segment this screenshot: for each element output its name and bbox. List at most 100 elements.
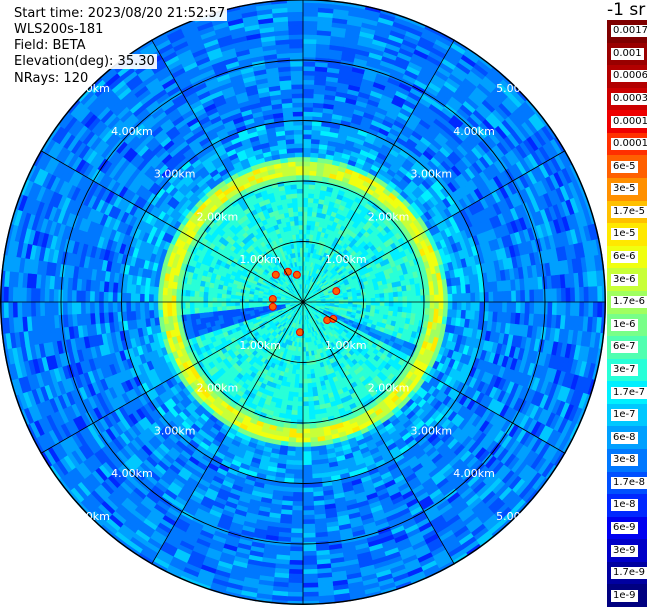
ppi-cell xyxy=(302,392,309,398)
ppi-cell xyxy=(289,546,304,552)
ppi-cell xyxy=(429,308,435,317)
ppi-cell xyxy=(361,298,367,303)
ppi-cell xyxy=(297,401,304,407)
ppi-cell xyxy=(424,301,431,309)
ppi-cell xyxy=(465,292,472,303)
ppi-cell xyxy=(307,211,313,217)
ppi-cell xyxy=(287,587,304,593)
ppi-cell xyxy=(374,293,381,299)
ppi-cell xyxy=(297,396,304,403)
ppi-cell xyxy=(461,301,467,311)
ppi-cell xyxy=(302,591,319,598)
ppi-cell xyxy=(302,124,313,131)
ppi-cell xyxy=(515,290,522,303)
ppi-cell xyxy=(302,215,308,221)
ppi-cell xyxy=(393,296,399,303)
ppi-cell xyxy=(298,383,304,389)
ppi-cell xyxy=(397,306,404,313)
ppi-cell xyxy=(292,487,304,493)
ppi-cell xyxy=(296,414,304,421)
ppi-cell xyxy=(292,496,304,502)
ppi-cell xyxy=(307,396,314,403)
ppi-cell xyxy=(302,482,314,489)
ppi-cell xyxy=(291,505,304,512)
ppi-cell xyxy=(308,409,316,416)
ppi-cell xyxy=(292,396,299,403)
ppi-cell xyxy=(294,460,304,466)
ppi-cell xyxy=(302,537,316,543)
ppi-cell xyxy=(290,409,298,416)
ppi-cell xyxy=(293,473,304,480)
ppi-cell xyxy=(307,206,314,213)
ppi-cell xyxy=(302,528,316,534)
ppi-cell xyxy=(295,442,304,448)
ppi-cell xyxy=(287,582,304,589)
ppi-cell xyxy=(529,301,535,315)
ppi-cell xyxy=(308,188,316,195)
ppi-cell xyxy=(295,433,304,439)
ppi-cell xyxy=(302,165,311,171)
ppi-cell xyxy=(452,301,458,311)
ppi-cell xyxy=(424,295,431,303)
ppi-cell xyxy=(429,287,435,296)
ppi-cell xyxy=(302,523,316,530)
ppi-cell xyxy=(302,378,308,385)
ppi-cell xyxy=(447,293,454,303)
ppi-cell xyxy=(375,301,381,307)
ppi-cell xyxy=(406,307,413,314)
ppi-cell xyxy=(293,469,304,475)
ppi-cell xyxy=(302,559,318,566)
ppi-cell xyxy=(302,405,310,412)
ppi-cell xyxy=(302,514,315,521)
ppi-cell xyxy=(302,106,314,113)
ppi-cell xyxy=(288,573,304,580)
ppi-cell xyxy=(287,578,304,584)
ppi-cell xyxy=(388,292,394,298)
ppi-cell xyxy=(433,287,440,296)
ppi-cell xyxy=(302,596,320,602)
ppi-cell xyxy=(497,291,503,303)
ppi-cell xyxy=(565,301,572,317)
ppi-cell xyxy=(302,102,314,108)
ppi-cell xyxy=(302,88,315,94)
ppi-cell xyxy=(488,301,494,313)
ppi-cell xyxy=(306,220,312,226)
ppi-cell xyxy=(302,437,311,444)
ppi-cell xyxy=(302,464,313,471)
ppi-cell xyxy=(302,496,314,502)
ppi-cell xyxy=(302,65,316,72)
ppi-cell xyxy=(379,305,385,311)
ppi-cell xyxy=(361,301,367,306)
ppi-cell xyxy=(392,306,399,313)
ppi-cell xyxy=(297,392,304,398)
ppi-cell xyxy=(411,301,417,309)
ppi-cell xyxy=(388,306,394,312)
ppi-cell xyxy=(384,297,390,303)
ppi-cell xyxy=(309,423,317,430)
ppi-cell xyxy=(397,291,404,298)
ppi-cell xyxy=(302,396,309,403)
ppi-cell xyxy=(288,559,304,566)
ppi-cell xyxy=(574,301,581,317)
ppi-cell xyxy=(302,546,317,552)
ppi-cell xyxy=(302,70,316,76)
ppi-cell xyxy=(289,555,304,561)
ppi-cell xyxy=(294,455,304,462)
ppi-cell xyxy=(296,419,304,425)
ppi-cell xyxy=(456,293,463,303)
ppi-cell xyxy=(302,224,308,230)
ppi-cell xyxy=(397,296,404,303)
ppi-cell xyxy=(306,373,312,380)
ppi-cell xyxy=(375,297,381,303)
ppi-cell xyxy=(294,378,300,384)
ppi-cell xyxy=(479,292,485,303)
ppi-cell xyxy=(306,369,311,375)
ppi-cell xyxy=(309,170,318,176)
ppi-cell xyxy=(560,301,567,317)
ppi-cell xyxy=(289,541,304,548)
ppi-cell xyxy=(302,460,312,466)
ppi-cell xyxy=(542,288,549,303)
ppi-cell xyxy=(302,491,314,498)
ppi-cell xyxy=(302,578,319,584)
